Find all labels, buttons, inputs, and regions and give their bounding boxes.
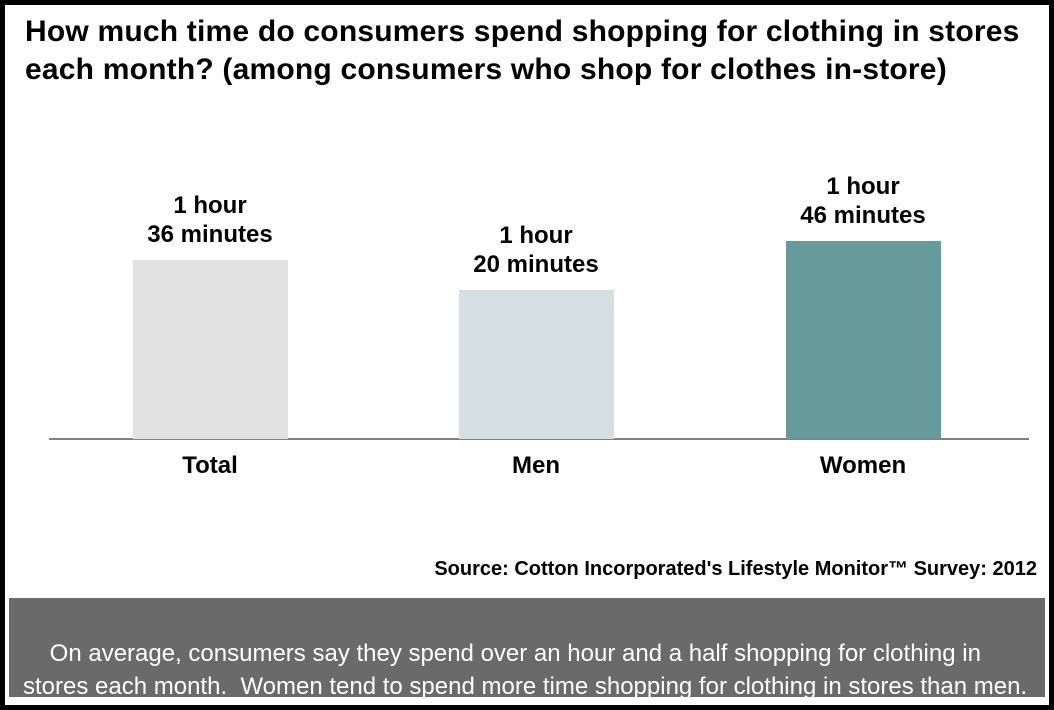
caption-text: On average, consumers say they spend ove…	[23, 640, 1028, 700]
bar-value-label-total: 1 hour 36 minutes	[147, 192, 273, 248]
bar-value-label-women: 1 hour 46 minutes	[800, 173, 926, 229]
x-axis-line	[49, 438, 1029, 440]
category-label-total: Total	[182, 452, 238, 479]
bar-total	[132, 260, 288, 439]
bar-chart-plot-area: 1 hour 36 minutes Total 1 hour 20 minutes Men…	[5, 5, 1049, 705]
category-label-men: Men	[512, 452, 560, 479]
source-attribution: Source: Cotton Incorporated's Lifestyle …	[434, 558, 1037, 580]
category-label-women: Women	[819, 452, 907, 479]
caption-box: On average, consumers say they spend ove…	[9, 598, 1045, 700]
bar-men	[458, 290, 614, 439]
bar-value-label-men: 1 hour 20 minutes	[473, 222, 599, 278]
bar-women	[785, 241, 941, 439]
chart-title: How much time do consumers spend shoppin…	[25, 15, 1020, 86]
